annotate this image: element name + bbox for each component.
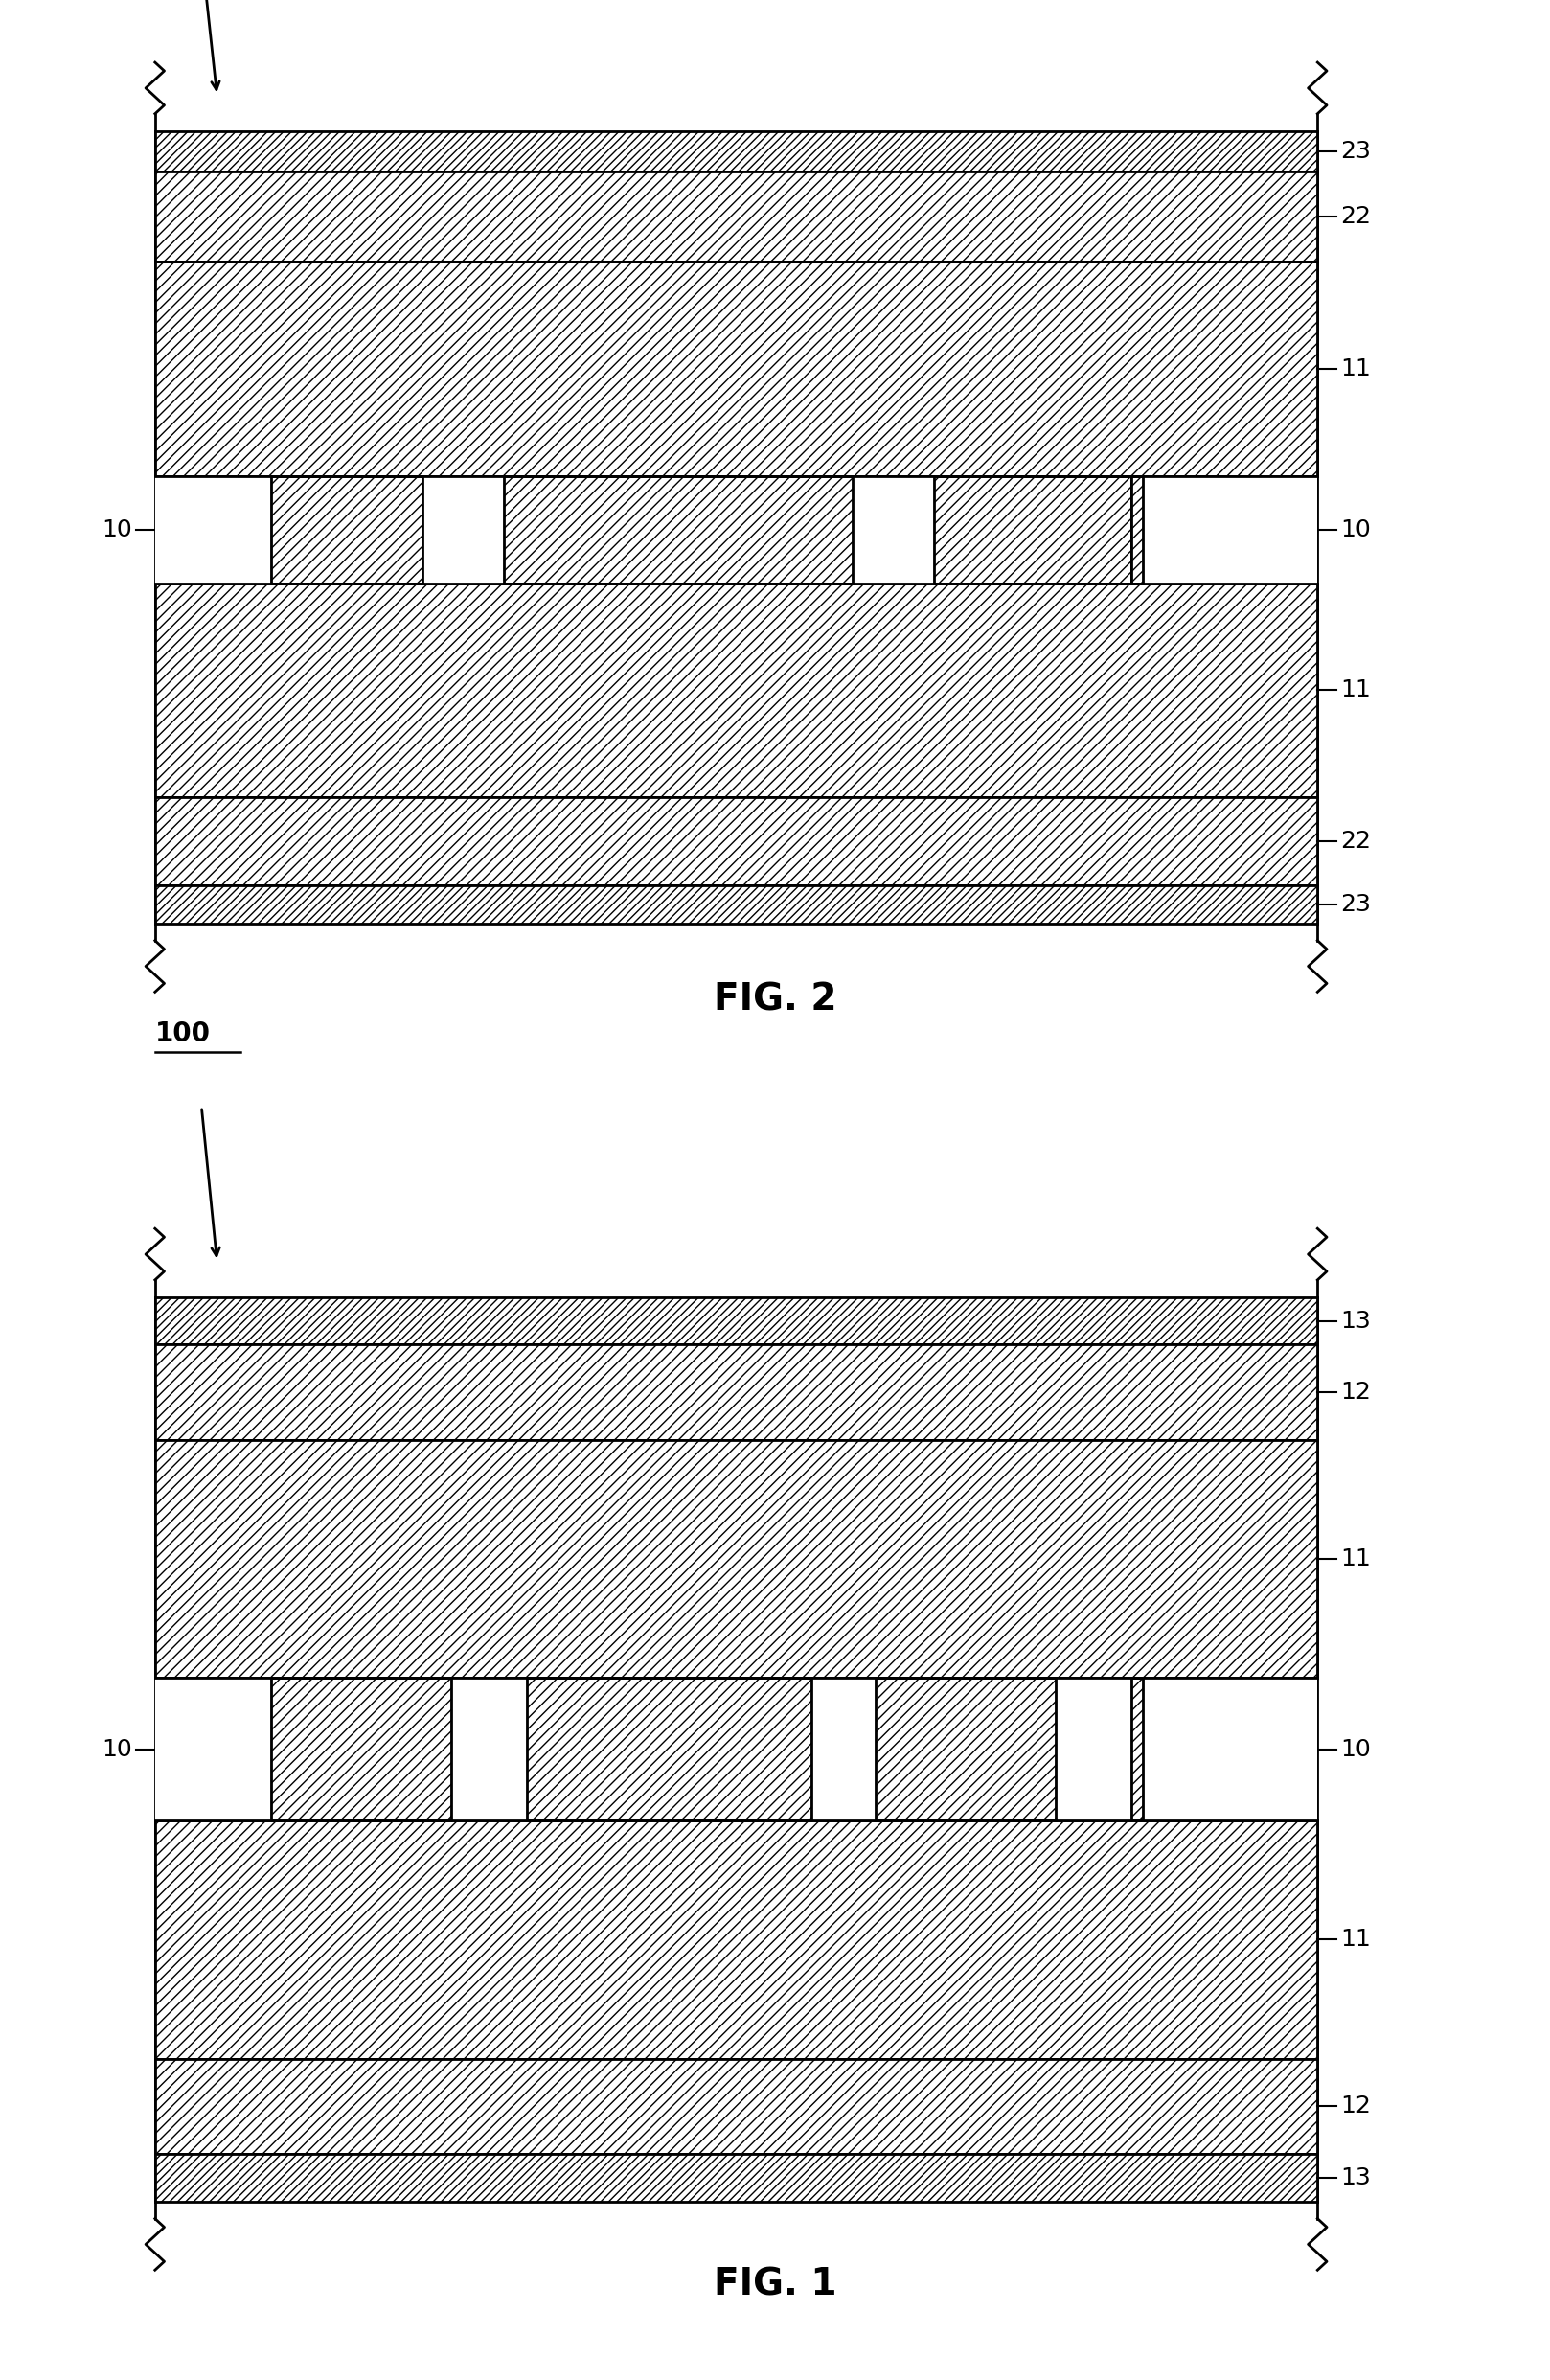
Text: 23: 23: [1341, 892, 1372, 916]
Text: 11: 11: [1341, 1928, 1372, 1952]
Bar: [155, 131, 1318, 171]
Bar: [933, 476, 1132, 583]
Bar: [155, 583, 1318, 797]
Bar: [155, 1345, 1318, 1440]
Text: 13: 13: [1341, 1309, 1372, 1333]
Bar: [155, 1440, 1318, 1678]
Bar: [155, 1297, 1318, 1345]
Bar: [155, 476, 1318, 583]
Bar: [271, 476, 422, 583]
Bar: [155, 131, 1318, 171]
Text: 11: 11: [1341, 357, 1372, 381]
Bar: [155, 2059, 1318, 2154]
Bar: [155, 262, 1318, 476]
Text: 22: 22: [1341, 831, 1372, 852]
Bar: [155, 1821, 1318, 2059]
Bar: [504, 476, 853, 583]
Text: 12: 12: [1341, 1380, 1372, 1404]
Bar: [155, 885, 1318, 923]
Bar: [155, 1345, 1318, 1440]
Bar: [155, 171, 1318, 262]
Bar: [155, 1440, 1318, 1678]
Text: 23: 23: [1341, 140, 1372, 162]
Text: 10: 10: [1341, 519, 1372, 540]
Bar: [155, 797, 1318, 885]
Bar: [155, 885, 1318, 923]
Bar: [527, 1678, 812, 1821]
Bar: [155, 2154, 1318, 2202]
Text: 10: 10: [101, 1737, 132, 1761]
Text: 10: 10: [101, 519, 132, 540]
Text: 13: 13: [1341, 2166, 1372, 2190]
Bar: [155, 171, 1318, 262]
Bar: [1132, 1678, 1142, 1821]
Bar: [1132, 476, 1142, 583]
Bar: [1132, 476, 1142, 583]
Text: 10: 10: [1341, 1737, 1372, 1761]
Bar: [504, 476, 853, 583]
Bar: [271, 1678, 451, 1821]
Bar: [876, 1678, 1056, 1821]
Bar: [527, 1678, 812, 1821]
Text: FIG. 2: FIG. 2: [713, 981, 837, 1019]
Bar: [933, 476, 1132, 583]
Text: FIG. 1: FIG. 1: [713, 2266, 837, 2304]
Text: 22: 22: [1341, 205, 1372, 228]
Bar: [155, 583, 1318, 797]
Bar: [271, 1678, 451, 1821]
Text: 100: 100: [155, 1021, 211, 1047]
Bar: [155, 2154, 1318, 2202]
Bar: [155, 2059, 1318, 2154]
Bar: [155, 1678, 1318, 1821]
Bar: [155, 797, 1318, 885]
Text: 12: 12: [1341, 2094, 1372, 2118]
Bar: [155, 1297, 1318, 1345]
Bar: [271, 476, 422, 583]
Text: 11: 11: [1341, 1547, 1372, 1571]
Bar: [155, 262, 1318, 476]
Bar: [1132, 1678, 1142, 1821]
Text: 11: 11: [1341, 678, 1372, 702]
Bar: [876, 1678, 1056, 1821]
Bar: [155, 1821, 1318, 2059]
